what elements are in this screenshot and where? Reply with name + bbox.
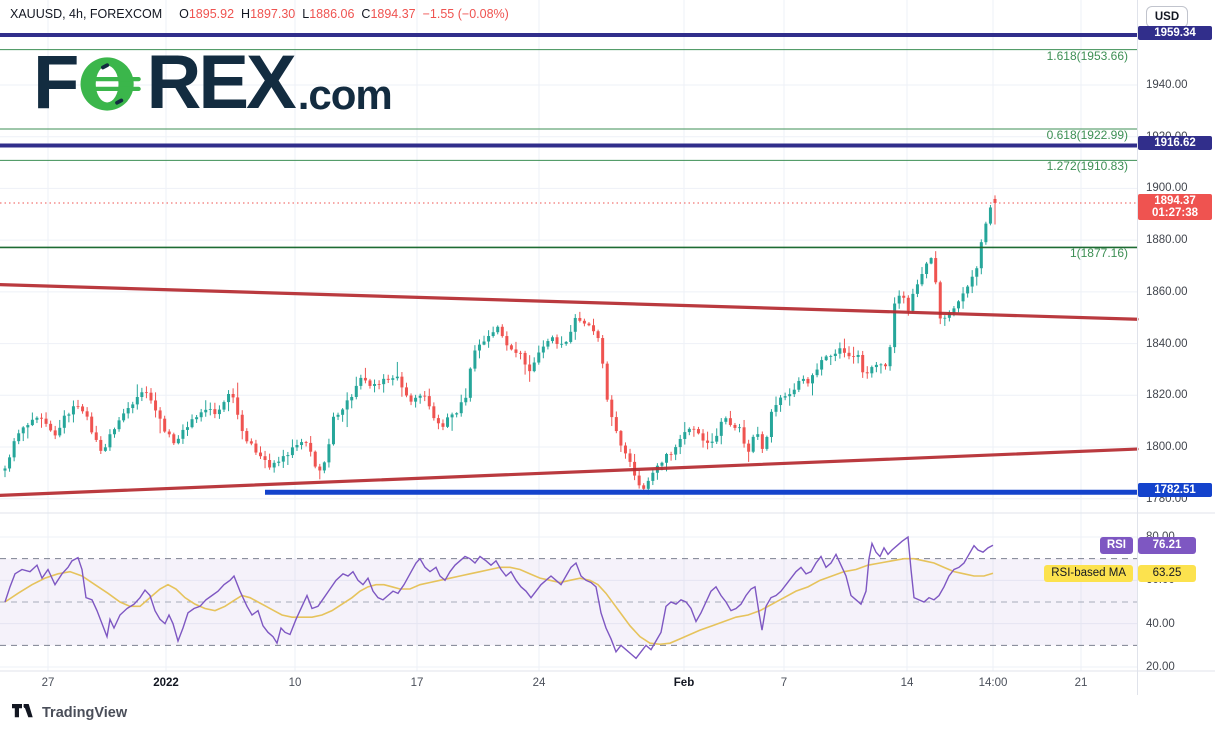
open-value: 1895.92 <box>188 7 235 21</box>
time-tick-label: 21 <box>1074 677 1088 689</box>
high-value: 1897.30 <box>250 7 296 21</box>
time-tick-label: 2022 <box>153 677 179 689</box>
close-value: 1894.37 <box>370 7 416 21</box>
countdown-timer: 01:27:38 <box>1151 206 1199 219</box>
tradingview-logo-icon <box>12 704 33 718</box>
symbol-info-bar: XAUUSD, 4h, FOREXCOM O1895.92 H1897.30 L188… <box>10 7 509 21</box>
fib-level-label: 0.618(1922.99) <box>1046 127 1128 142</box>
rsi-ma-label-badge[interactable]: RSI-based MA <box>1044 565 1133 583</box>
forex-logo: F REX .com <box>33 40 393 125</box>
time-tick-label: 14:00 <box>978 677 1008 689</box>
time-tick-label: 14 <box>900 677 914 689</box>
time-tick-label: 24 <box>532 677 546 689</box>
time-tick-label: 7 <box>780 677 788 689</box>
price-tick-label: 1880.00 <box>1146 234 1188 247</box>
fib-level-label: 1.272(1910.83) <box>1046 159 1128 174</box>
symbol-title[interactable]: XAUUSD, 4h, FOREXCOM <box>10 7 163 21</box>
forex-logo-text-com: .com <box>297 71 393 118</box>
time-tick-label: 27 <box>41 677 55 689</box>
rsi-value-badge: 76.21 <box>1138 537 1196 555</box>
time-tick-label: 10 <box>288 677 302 689</box>
forex-logo-text-rex: REX <box>146 40 296 125</box>
price-tick-label: 1820.00 <box>1146 389 1188 402</box>
low-value: 1886.06 <box>309 7 355 21</box>
forex-logo-o-icon <box>80 57 142 111</box>
fib-level-label: 1.618(1953.66) <box>1046 48 1128 63</box>
price-tick-label: 1900.00 <box>1146 182 1188 195</box>
price-tick-label: 1860.00 <box>1146 285 1188 298</box>
tradingview-logo-text: TradingView <box>42 704 128 721</box>
price-badge-1894.37: 1894.37 01:27:38 <box>1138 193 1212 220</box>
price-axis[interactable]: USD 1940.001920.001900.001880.001860.001… <box>1137 0 1215 695</box>
high-label: H <box>241 7 251 21</box>
price-tick-label: 1800.00 <box>1146 441 1188 453</box>
close-label: C <box>361 7 371 21</box>
rsi-ma-value-badge: 63.25 <box>1138 565 1196 583</box>
chart-canvas[interactable] <box>0 0 1215 695</box>
rsi-tick-label: 40.00 <box>1146 617 1175 630</box>
rsi-tick-label: 20.00 <box>1146 661 1175 673</box>
price-badge-1916.62: 1916.62 <box>1138 136 1212 151</box>
time-tick-label: Feb <box>673 677 695 689</box>
price-tick-label: 1840.00 <box>1146 337 1188 350</box>
fib-level-label: 1(1877.16) <box>1069 246 1128 261</box>
change-value: −1.55 (−0.08%) <box>422 7 509 21</box>
price-badge-1782.51: 1782.51 <box>1138 483 1212 498</box>
currency-button[interactable]: USD <box>1146 6 1188 28</box>
low-label: L <box>302 7 310 21</box>
open-label: O <box>179 7 189 21</box>
tradingview-attribution[interactable]: TradingView <box>12 704 127 721</box>
forex-logo-text-f: F <box>33 40 79 125</box>
price-tick-label: 1940.00 <box>1146 79 1188 91</box>
price-badge-1959.34: 1959.34 <box>1138 25 1212 40</box>
time-tick-label: 17 <box>410 677 424 689</box>
rsi-label-badge[interactable]: RSI <box>1099 537 1133 555</box>
